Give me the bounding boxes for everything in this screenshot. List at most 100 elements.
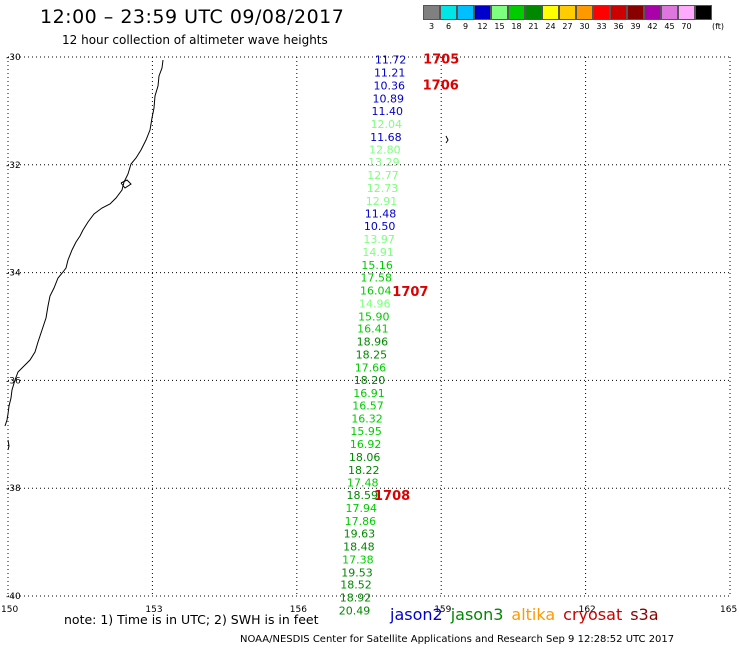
longitude-label: 153 bbox=[145, 605, 162, 615]
wave-height-value: 16.91 bbox=[353, 387, 385, 400]
color-scale-label: 39 bbox=[630, 22, 641, 31]
island-outline bbox=[120, 179, 132, 189]
wave-height-value: 18.22 bbox=[348, 464, 380, 477]
latitude-label: -32 bbox=[6, 161, 21, 171]
wave-height-value: 18.52 bbox=[340, 579, 372, 592]
coastline bbox=[4, 59, 164, 427]
color-swatch bbox=[576, 5, 593, 20]
wave-height-value: 11.21 bbox=[374, 67, 406, 80]
pass-time-label: 1706 bbox=[423, 78, 459, 93]
latitude-label: -36 bbox=[6, 376, 21, 386]
wave-height-value: 16.92 bbox=[350, 438, 382, 451]
lat-lon-grid bbox=[7, 56, 731, 597]
wave-height-value: 11.48 bbox=[365, 207, 397, 220]
color-scale-swatches bbox=[423, 5, 736, 20]
wave-height-value: 18.06 bbox=[349, 451, 381, 464]
color-scale-label: 12 bbox=[477, 22, 488, 31]
credit-line: NOAA/NESDIS Center for Satellite Applica… bbox=[240, 634, 675, 645]
color-swatch bbox=[440, 5, 457, 20]
color-swatch bbox=[627, 5, 644, 20]
satellite-legend-item: jason3 bbox=[450, 605, 504, 624]
color-scale-label: 70 bbox=[681, 22, 692, 31]
wave-height-value: 13.29 bbox=[368, 156, 400, 169]
wave-height-value: 10.36 bbox=[373, 80, 405, 93]
color-swatch bbox=[559, 5, 576, 20]
map-title: 12:00 – 23:59 UTC 09/08/2017 bbox=[40, 6, 345, 28]
color-swatch bbox=[457, 5, 474, 20]
footnote: note: 1) Time is in UTC; 2) SWH is in fe… bbox=[64, 612, 319, 627]
map-subtitle: 12 hour collection of altimeter wave hei… bbox=[62, 33, 328, 47]
latitude-label: -34 bbox=[6, 269, 21, 279]
longitude-label: 162 bbox=[579, 605, 596, 615]
color-swatch bbox=[474, 5, 491, 20]
color-swatch bbox=[508, 5, 525, 20]
color-scale-labels: 3 6 9 12 15 18 21 24 27 30 33 36 39 42 45 70 (ft) bbox=[423, 22, 736, 31]
color-scale-label: 6 bbox=[445, 22, 452, 31]
wave-height-value: 14.96 bbox=[359, 297, 391, 310]
wave-height-observations: 11.7211.2110.3610.8911.4012.0411.6812.80… bbox=[339, 54, 407, 618]
wave-height-value: 17.38 bbox=[342, 553, 374, 566]
latitude-label: -40 bbox=[6, 592, 21, 602]
wave-height-value: 17.58 bbox=[360, 271, 392, 284]
color-scale-label: 27 bbox=[562, 22, 573, 31]
wave-height-value: 12.91 bbox=[366, 195, 398, 208]
wave-height-value: 16.32 bbox=[351, 413, 383, 426]
axis-labels: -30 -32 -34 -36 -38 -40 150 153 156 159 162 165 bbox=[1, 53, 737, 615]
wave-height-value: 10.50 bbox=[364, 220, 396, 233]
color-swatch bbox=[542, 5, 559, 20]
wave-height-value: 19.53 bbox=[341, 566, 373, 579]
latitude-label: -30 bbox=[6, 53, 21, 63]
color-scale-unit: (ft) bbox=[712, 22, 725, 31]
pass-time-label: 1708 bbox=[374, 489, 410, 504]
wave-height-color-scale: 3 6 9 12 15 18 21 24 27 30 33 36 39 42 45 70 (ft) bbox=[423, 5, 736, 31]
wave-height-value: 15.90 bbox=[358, 310, 390, 323]
satellite-legend: jason2 jason3 altika cryosat s3a bbox=[390, 605, 667, 624]
wave-height-value: 11.72 bbox=[375, 54, 407, 67]
color-swatch bbox=[610, 5, 627, 20]
wave-height-value: 11.40 bbox=[372, 105, 404, 118]
wave-height-value: 17.94 bbox=[346, 502, 378, 515]
wave-height-value: 12.73 bbox=[367, 182, 399, 195]
color-scale-label: 36 bbox=[613, 22, 624, 31]
wave-height-value: 11.68 bbox=[370, 131, 402, 144]
latitude-label: -38 bbox=[6, 484, 21, 494]
wave-height-value: 13.97 bbox=[363, 233, 395, 246]
wave-height-value: 14.91 bbox=[362, 246, 394, 259]
island-outline bbox=[445, 135, 449, 144]
satellite-legend-item: s3a bbox=[630, 605, 659, 624]
wave-height-value: 18.25 bbox=[356, 349, 388, 362]
wave-height-value: 19.63 bbox=[344, 527, 376, 540]
wave-height-value: 15.95 bbox=[350, 425, 382, 438]
island-outline bbox=[7, 439, 10, 451]
wave-height-value: 17.48 bbox=[347, 476, 379, 489]
longitude-label: 165 bbox=[720, 605, 737, 615]
color-scale-label: 30 bbox=[579, 22, 590, 31]
color-scale-label: 33 bbox=[596, 22, 607, 31]
wave-height-value: 17.66 bbox=[355, 361, 387, 374]
color-scale-label: 45 bbox=[664, 22, 675, 31]
color-scale-label: 3 bbox=[428, 22, 435, 31]
wave-height-value: 16.57 bbox=[352, 400, 384, 413]
color-scale-label: 24 bbox=[545, 22, 556, 31]
wave-height-value: 15.16 bbox=[361, 259, 393, 272]
wave-height-value: 18.92 bbox=[340, 592, 372, 605]
wave-height-value: 10.89 bbox=[373, 93, 405, 106]
color-scale-label: 9 bbox=[462, 22, 469, 31]
wave-height-value: 18.20 bbox=[354, 374, 386, 387]
wave-height-value: 12.04 bbox=[371, 118, 403, 131]
color-swatch bbox=[678, 5, 695, 20]
color-swatch bbox=[423, 5, 440, 20]
color-swatch bbox=[525, 5, 542, 20]
pass-time-label: 1705 bbox=[423, 53, 459, 68]
longitude-label: 156 bbox=[290, 605, 307, 615]
wave-height-value: 18.59 bbox=[347, 489, 379, 502]
color-scale-label: 18 bbox=[511, 22, 522, 31]
color-swatch bbox=[593, 5, 610, 20]
pass-time-labels: 1705 1706 1707 1708 bbox=[374, 53, 459, 505]
wave-height-value: 16.04 bbox=[360, 284, 392, 297]
color-scale-label: 42 bbox=[647, 22, 658, 31]
longitude-label: 150 bbox=[1, 605, 18, 615]
wave-height-value: 12.77 bbox=[367, 169, 399, 182]
wave-height-value: 20.49 bbox=[339, 605, 371, 618]
wave-height-value: 18.48 bbox=[343, 540, 375, 553]
